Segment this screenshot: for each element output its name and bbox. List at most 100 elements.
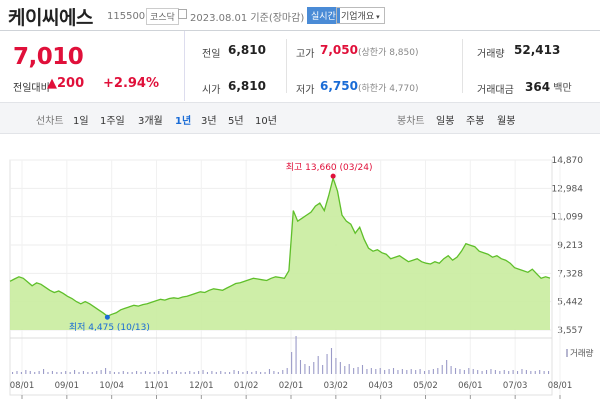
volume-bar xyxy=(361,365,364,374)
max-label: 최고 13,660 (03/24) xyxy=(286,162,373,173)
volume-bar xyxy=(175,371,178,374)
volume-bar xyxy=(136,371,138,374)
volume-bar xyxy=(322,365,324,374)
volume-bar xyxy=(410,369,412,374)
volume-bar xyxy=(180,372,182,374)
volume-bar xyxy=(441,365,443,374)
volume-bar xyxy=(415,370,417,374)
x-tick-label: 11/01 xyxy=(144,381,169,391)
volume-bar xyxy=(548,371,550,374)
volume-bar xyxy=(153,372,155,374)
company-info-button[interactable]: 기업개요 ▾ xyxy=(336,7,385,24)
max-point xyxy=(330,173,336,179)
volume-bar xyxy=(454,368,457,374)
volume-bar xyxy=(277,372,279,374)
volume-bar xyxy=(472,369,474,374)
min-label: 최저 4,475 (10/13) xyxy=(69,322,150,333)
prev-close-value: 6,810 xyxy=(228,43,266,57)
x-tick-label: 06/01 xyxy=(458,381,483,391)
volume-bar xyxy=(503,370,505,374)
price-change-pct: +2.94% xyxy=(103,76,159,91)
volume-bar xyxy=(162,372,164,374)
volume-bar xyxy=(105,368,107,374)
realtime-button[interactable]: 실시간 xyxy=(307,7,340,24)
volume-bar xyxy=(379,368,381,374)
x-tick-label: 03/02 xyxy=(324,381,349,391)
volume-bar xyxy=(96,371,98,374)
volume-label: 거래량 xyxy=(477,49,505,60)
current-price: 7,010 xyxy=(13,44,84,70)
line-chart-label: 선차트 xyxy=(36,116,64,127)
tab-1day[interactable]: 1일 xyxy=(73,116,89,127)
volume-bar xyxy=(268,369,271,374)
tab-3year[interactable]: 3년 xyxy=(201,116,217,127)
tab-monthly[interactable]: 월봉 xyxy=(497,116,516,127)
volume-bar xyxy=(140,372,142,374)
volume-bar xyxy=(516,371,519,374)
volume-bar xyxy=(437,368,439,374)
y-tick-label: 14,870 xyxy=(552,156,584,166)
volume-bar xyxy=(539,370,541,374)
volume-bar xyxy=(242,372,244,374)
volume-bar xyxy=(215,372,217,374)
x-tick-label: 08/01 xyxy=(548,381,573,391)
volume-bar xyxy=(113,372,115,374)
tab-weekly[interactable]: 주봉 xyxy=(466,116,485,127)
low-value: 6,750 xyxy=(320,79,358,93)
volume-bar xyxy=(229,372,231,374)
tab-3month[interactable]: 3개월 xyxy=(138,116,163,127)
volume-bar xyxy=(38,371,40,374)
volume-bar xyxy=(60,372,62,374)
y-tick-label: 3,557 xyxy=(557,326,583,336)
volume-bar xyxy=(211,371,213,374)
tab-5year[interactable]: 5년 xyxy=(228,116,244,127)
calendar-icon xyxy=(178,9,187,19)
y-tick-label: 7,328 xyxy=(557,269,583,279)
volume-bar xyxy=(357,367,359,374)
volume-bar xyxy=(29,371,31,374)
tab-10year[interactable]: 10년 xyxy=(255,116,277,127)
volume-bar xyxy=(167,370,169,374)
volume-bar xyxy=(34,372,36,374)
volume-bar xyxy=(525,370,527,374)
volume-bar xyxy=(384,370,386,374)
volume-bar xyxy=(308,366,310,374)
volume-bar xyxy=(224,372,226,374)
volume-bar xyxy=(477,370,479,374)
volume-bar xyxy=(65,371,67,374)
volume-bar xyxy=(353,368,355,374)
stock-header: 케이씨에스 115500 코스닥 2023.08.01 기준(장마감) 실시간 … xyxy=(0,0,600,30)
divider xyxy=(462,39,463,93)
tab-daily[interactable]: 일봉 xyxy=(436,116,455,127)
volume-bar xyxy=(12,372,14,374)
volume-value: 52,413 xyxy=(514,43,561,57)
tab-1week[interactable]: 1주일 xyxy=(100,116,125,127)
volume-bar xyxy=(122,371,124,374)
stock-name: 케이씨에스 xyxy=(8,7,93,29)
amount-label: 거래대금 xyxy=(477,85,514,96)
volume-bar xyxy=(423,371,426,374)
volume-bar xyxy=(20,372,22,374)
volume-bar xyxy=(16,371,18,374)
volume-bar xyxy=(406,370,408,374)
volume-bar xyxy=(432,369,434,374)
volume-bar xyxy=(246,371,248,374)
volume-bar xyxy=(202,370,204,374)
x-tick-label: 02/01 xyxy=(279,381,304,391)
quote-date: 2023.08.01 기준(장마감) xyxy=(190,13,305,24)
volume-bar xyxy=(481,371,483,374)
volume-bar xyxy=(397,370,399,374)
price-area xyxy=(10,178,550,330)
tab-1year[interactable]: 1년 xyxy=(175,116,192,127)
volume-bar xyxy=(534,371,536,374)
volume-bar xyxy=(100,370,102,374)
price-change: ▲200 xyxy=(47,76,85,91)
period-tabs: 선차트 1일 1주일 3개월 1년 3년 5년 10년 봉차트 일봉 주봉 월봉 xyxy=(0,102,600,134)
volume-bar xyxy=(313,362,315,374)
volume-bar xyxy=(326,354,328,374)
volume-bar xyxy=(273,371,275,374)
volume-bar xyxy=(494,370,496,374)
volume-bar xyxy=(490,369,492,374)
volume-bar xyxy=(193,372,195,374)
company-info-label: 기업개요 xyxy=(341,12,375,22)
